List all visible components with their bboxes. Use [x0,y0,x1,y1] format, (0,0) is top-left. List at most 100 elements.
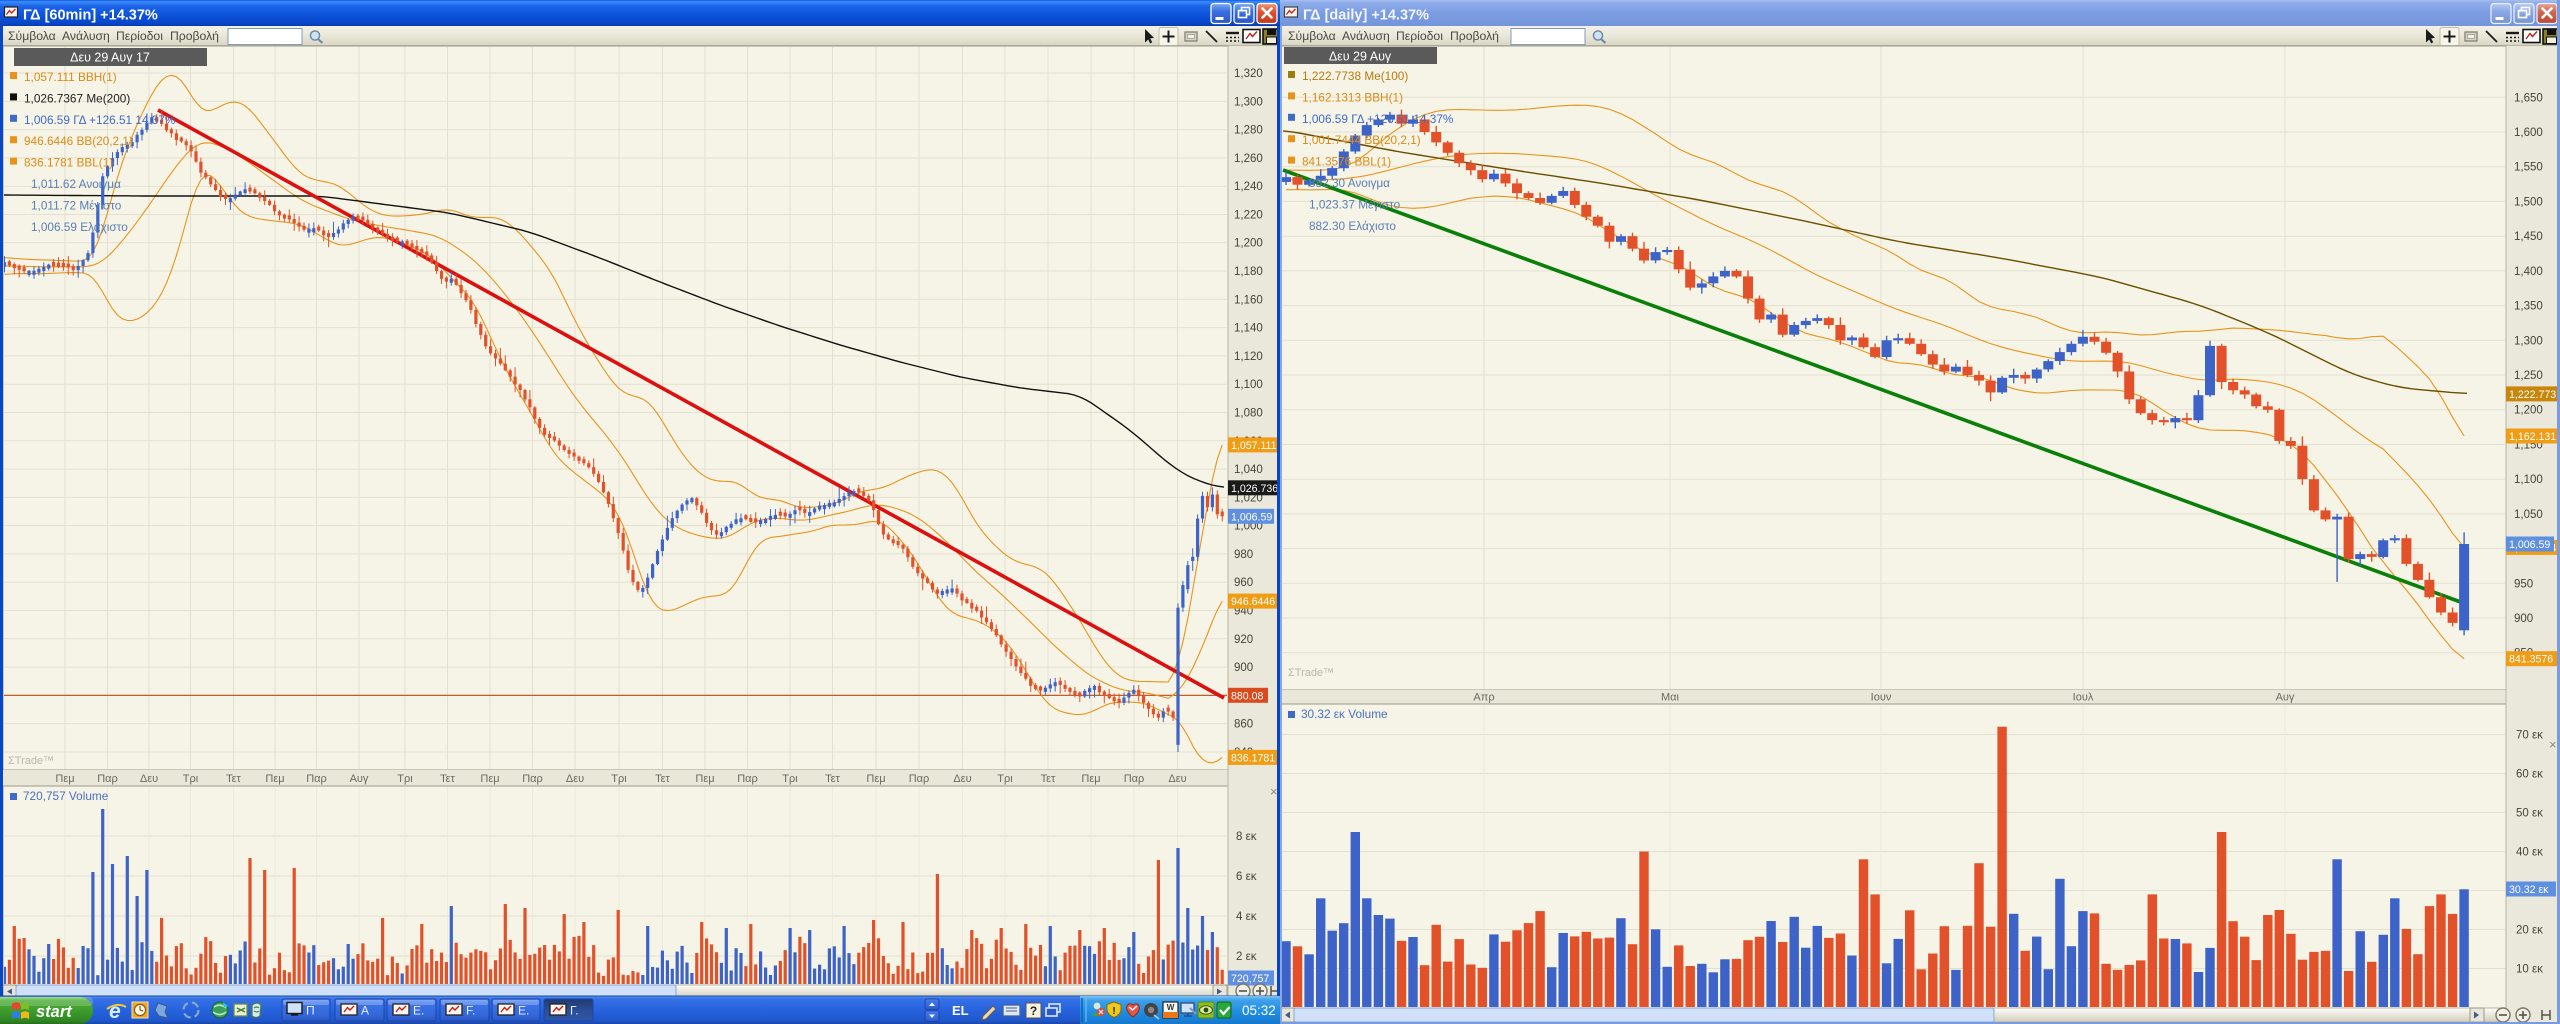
svg-text:1,162.131: 1,162.131 [2509,431,2556,443]
svg-text:60 εκ: 60 εκ [2516,769,2543,781]
svg-text:980: 980 [1234,549,1253,561]
svg-text:Ιουλ: Ιουλ [2073,692,2094,704]
svg-text:1,550: 1,550 [2514,162,2543,174]
svg-text:1,026.736: 1,026.736 [1231,483,1278,495]
svg-text:1,100: 1,100 [2514,474,2543,486]
svg-text:1,220: 1,220 [1234,210,1263,222]
svg-text:Σύμβολα: Σύμβολα [8,29,56,43]
svg-text:Ιουν: Ιουν [1871,692,1892,704]
svg-text:1,250: 1,250 [2514,370,2543,382]
svg-text:Ανάλυση: Ανάλυση [1342,29,1390,43]
svg-text:Τετ: Τετ [1041,773,1056,785]
svg-text:Περίοδοι: Περίοδοι [116,29,163,43]
svg-text:Δευ: Δευ [953,773,971,785]
svg-text:Τετ: Τετ [655,773,670,785]
svg-text:1,180: 1,180 [1234,266,1263,278]
svg-text:860: 860 [1234,719,1253,731]
svg-text:05:32: 05:32 [1242,1003,1276,1018]
svg-text:1,280: 1,280 [1234,125,1263,137]
svg-text:1,040: 1,040 [1234,464,1263,476]
svg-text:Δευ: Δευ [1168,773,1186,785]
svg-text:950: 950 [2514,578,2533,590]
svg-text:Προβολή: Προβολή [170,29,219,43]
svg-text:Π: Π [306,1004,315,1018]
svg-text:1,006.59 ΓΔ +126.51 14.37%: 1,006.59 ΓΔ +126.51 14.37% [24,113,176,127]
svg-text:1,120: 1,120 [1234,351,1263,363]
svg-text:Περίοδοι: Περίοδοι [1396,29,1443,43]
svg-text:30.32 εκ: 30.32 εκ [2509,884,2549,896]
svg-text:1,650: 1,650 [2514,92,2543,104]
svg-text:Παρ: Παρ [97,773,118,785]
svg-text:1,222.7738 Me(100): 1,222.7738 Me(100) [1302,69,1408,83]
svg-text:40 εκ: 40 εκ [2516,847,2543,859]
svg-text:841.3576 BBL(1): 841.3576 BBL(1) [1302,155,1391,169]
svg-text:!: ! [1112,1006,1115,1017]
svg-text:Τρι: Τρι [611,773,627,785]
svg-text:F.: F. [466,1004,475,1018]
svg-text:ΓΔ [daily] +14.37%: ΓΔ [daily] +14.37% [1303,8,1429,24]
svg-text:20 εκ: 20 εκ [2516,925,2543,937]
svg-text:Παρ: Παρ [522,773,543,785]
svg-text:1,023.37 Μέγιστο: 1,023.37 Μέγιστο [1309,197,1401,211]
svg-text:1,011.72 Μέγιστο: 1,011.72 Μέγιστο [31,198,122,212]
svg-text:Μαι: Μαι [1661,692,1680,704]
svg-text:A: A [361,1004,369,1018]
svg-text:Παρ: Παρ [1124,773,1145,785]
svg-text:W: W [1167,1003,1175,1012]
svg-text:900: 900 [1234,662,1253,674]
svg-text:8 εκ: 8 εκ [1236,831,1257,843]
svg-text:1,026.7367 Me(200): 1,026.7367 Me(200) [24,91,130,105]
svg-text:Ανάλυση: Ανάλυση [62,29,110,43]
svg-text:836.1781: 836.1781 [1231,752,1275,764]
svg-text:1,320: 1,320 [1234,68,1263,80]
svg-text:×: × [2549,737,2557,752]
svg-text:Απρ: Απρ [1473,692,1494,704]
svg-text:720,757 Volume: 720,757 Volume [23,789,109,803]
svg-text:1,162.1313 BBH(1): 1,162.1313 BBH(1) [1302,90,1403,104]
svg-text:6 εκ: 6 εκ [1236,871,1257,883]
svg-text:Πεμ: Πεμ [480,773,499,785]
svg-text:1,006.59: 1,006.59 [1231,511,1272,523]
svg-text:Σύμβολα: Σύμβολα [1288,29,1336,43]
svg-text:Προβολή: Προβολή [1450,29,1499,43]
svg-text:1,006.59: 1,006.59 [2509,539,2550,551]
svg-text:1,011.62 Ανοιγμα: 1,011.62 Ανοιγμα [31,177,121,191]
svg-text:E.: E. [413,1004,424,1018]
svg-text:e: e [109,1000,121,1023]
svg-text:1,020: 1,020 [1234,492,1263,504]
svg-text:1,260: 1,260 [1234,153,1263,165]
svg-text:EL: EL [952,1003,969,1018]
svg-text:946.6446 BB(20,2,1): 946.6446 BB(20,2,1) [24,134,133,148]
svg-text:Πεμ: Πεμ [1081,773,1100,785]
svg-text:2 εκ: 2 εκ [1236,951,1257,963]
svg-text:1,006.59 ΓΔ +126.51 14.37%: 1,006.59 ΓΔ +126.51 14.37% [1302,112,1454,126]
svg-text:920: 920 [1234,634,1253,646]
svg-text:882.30 Ανοιγμα: 882.30 Ανοιγμα [1309,176,1390,190]
svg-text:946.6446: 946.6446 [1231,596,1275,608]
svg-text:720,757: 720,757 [1231,973,1269,985]
svg-text:1,350: 1,350 [2514,301,2543,313]
svg-text:1,222.773: 1,222.773 [2509,389,2556,401]
svg-text:Δευ 29 Αυγ: Δευ 29 Αυγ [1329,50,1392,64]
svg-text:Παρ: Παρ [737,773,758,785]
svg-text:Τρι: Τρι [397,773,413,785]
svg-text:960: 960 [1234,577,1253,589]
svg-text:Παρ: Παρ [306,773,327,785]
svg-text:E.: E. [518,1004,529,1018]
svg-text:1,100: 1,100 [1234,379,1263,391]
svg-text:70 εκ: 70 εκ [2516,730,2543,742]
svg-text:882.30 Ελάχιστο: 882.30 Ελάχιστο [1309,219,1396,233]
svg-text:Δευ: Δευ [566,773,584,785]
svg-text:ΓΔ [60min] +14.37%: ΓΔ [60min] +14.37% [23,8,158,24]
svg-text:Τετ: Τετ [226,773,241,785]
svg-text:Πεμ: Πεμ [866,773,885,785]
svg-text:1,080: 1,080 [1234,408,1263,420]
svg-text:1,240: 1,240 [1234,181,1263,193]
svg-text:×: × [1270,784,1278,799]
svg-text:1,140: 1,140 [1234,323,1263,335]
svg-text:1,006.59 Ελάχιστο: 1,006.59 Ελάχιστο [31,220,128,234]
svg-text:ΣTrade™: ΣTrade™ [1288,667,1334,679]
svg-text:30.32 εκ Volume: 30.32 εκ Volume [1301,707,1388,721]
svg-text:1,600: 1,600 [2514,127,2543,139]
svg-text:Αυγ: Αυγ [350,773,369,785]
